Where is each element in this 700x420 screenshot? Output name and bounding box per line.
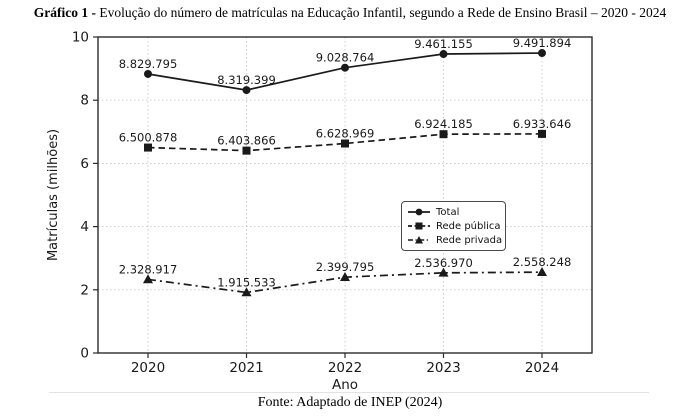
data-point-label: 6.628.969	[316, 127, 375, 141]
source-caption: Fonte: Adaptado de INEP (2024)	[257, 395, 443, 410]
data-point-marker	[340, 271, 350, 281]
y-tick-label: 2	[80, 282, 89, 298]
data-point-marker	[144, 69, 152, 78]
x-tick-label: 2022	[328, 360, 362, 376]
data-point-label: 9.028.764	[316, 51, 375, 65]
series-line-dashed	[147, 133, 543, 152]
data-point-marker	[438, 267, 449, 277]
x-tick-label: 2021	[229, 360, 263, 376]
data-point-label: 8.319.399	[217, 73, 276, 87]
data-point-marker	[242, 86, 251, 95]
data-point-marker	[439, 130, 448, 139]
y-axis-label: Matrículas (milhões)	[46, 129, 61, 261]
chart-title: Gráfico 1 - Evolução do número de matríc…	[0, 5, 700, 21]
data-point-marker	[241, 287, 252, 297]
data-point-label: 2.399.795	[316, 260, 375, 274]
data-point-label: 9.491.894	[513, 36, 572, 50]
data-point-label: 6.924.185	[414, 117, 473, 131]
y-tick-label: 8	[80, 93, 89, 109]
data-point-label: 6.500.878	[119, 131, 178, 145]
y-tick-label: 4	[80, 219, 89, 235]
y-tick-label: 6	[80, 156, 89, 172]
data-point-marker	[341, 63, 349, 72]
data-point-label: 2.328.917	[119, 262, 178, 276]
legend-sample-dashdot-triangle-icon	[408, 236, 430, 244]
data-point-marker	[538, 49, 546, 58]
y-tick-label: 10	[72, 30, 89, 46]
data-point-label: 8.829.795	[119, 57, 178, 71]
legend-sample-dashed-square-icon	[408, 222, 430, 230]
footer-divider	[49, 392, 649, 393]
legend-label-total: Total	[436, 206, 460, 218]
data-point-marker	[439, 50, 448, 59]
data-point-label: 2.558.248	[513, 255, 572, 269]
legend-item-rede-publica: Rede pública	[407, 220, 501, 233]
legend-sample-solid-circle-icon	[408, 208, 430, 216]
x-tick-label: 2020	[131, 360, 165, 376]
chart-title-text: Evolução do número de matrículas na Educ…	[99, 5, 667, 20]
legend-label-rede-privada: Rede privada	[436, 234, 503, 246]
data-point-marker	[537, 266, 547, 276]
data-point-label: 6.403.866	[217, 134, 276, 148]
legend-item-total: Total	[407, 206, 501, 219]
data-point-label: 1.915.533	[217, 275, 276, 289]
data-point-marker	[144, 143, 152, 152]
legend-label-rede-publica: Rede pública	[436, 220, 501, 232]
data-point-marker	[242, 146, 251, 155]
data-point-label: 6.933.646	[513, 117, 572, 131]
chart-title-prefix: Gráfico 1 -	[33, 5, 96, 20]
legend-item-rede-privada: Rede privada	[407, 234, 503, 247]
x-tick-label: 2023	[426, 360, 460, 376]
data-point-label: 2.536.970	[414, 256, 473, 270]
data-point-marker	[143, 274, 153, 284]
data-point-marker	[538, 129, 546, 138]
data-point-marker	[341, 139, 349, 148]
data-point-label: 9.461.155	[414, 37, 473, 51]
chart-legend: Total Rede pública Rede privada	[401, 201, 506, 251]
x-axis-label: Ano	[332, 377, 358, 393]
y-tick-label: 0	[80, 346, 89, 362]
x-tick-label: 2024	[525, 360, 559, 376]
